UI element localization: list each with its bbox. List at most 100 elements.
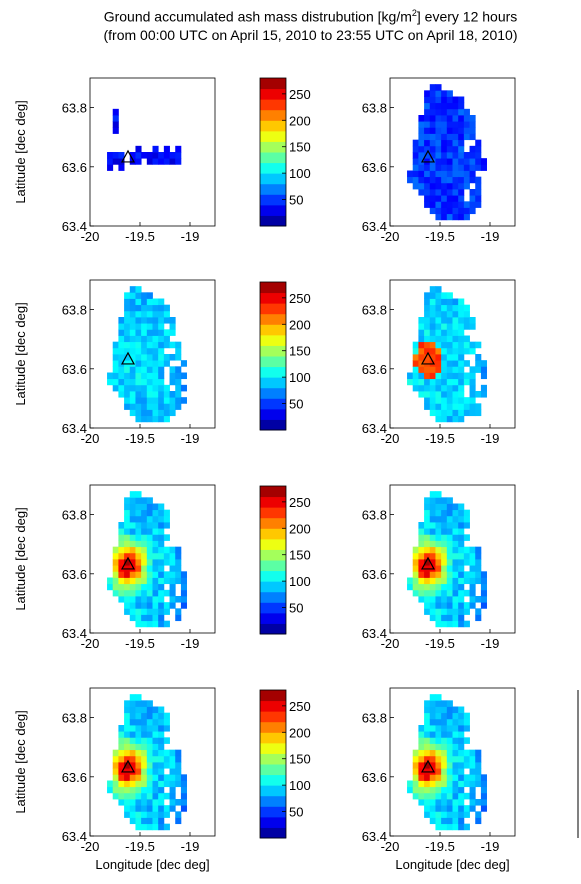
panel-3-cell (118, 323, 125, 330)
y-tick-label: 63.8 (362, 303, 387, 318)
colorbar-3-band (260, 549, 286, 561)
panel-6-cell (424, 540, 431, 548)
panel-6-cell (424, 571, 431, 578)
panel-4-cell (429, 347, 436, 355)
panel-8-cell (463, 811, 470, 818)
panel-7-cell (124, 755, 131, 763)
panel-2-cell (429, 176, 436, 184)
panel-5-cell (135, 596, 142, 603)
panel-4-cell (429, 286, 436, 293)
panel-6-cell (446, 503, 453, 511)
panel-4-cell (452, 323, 459, 330)
panel-8-cell (452, 712, 459, 720)
panel-2-cell (435, 176, 442, 184)
panel-6-cell (475, 546, 482, 554)
panel-3-cell (158, 378, 165, 386)
panel-6-cell (475, 571, 482, 578)
panel-3-cell (169, 317, 176, 324)
panel-5-cell (163, 534, 170, 541)
panel-2-cell (424, 115, 431, 122)
panel-3-cell (169, 391, 176, 398)
panel-4-cell (441, 323, 448, 330)
panel-6-cell (463, 522, 470, 529)
panel-6-cell (458, 559, 465, 566)
panel-2-cell (412, 176, 419, 184)
panel-2-cell (441, 145, 448, 153)
panel-3-cell (135, 360, 142, 367)
panel-2-cell (435, 189, 442, 196)
panel-6-cell (441, 528, 448, 535)
panel-5-cell (135, 515, 142, 523)
panel-2-cell (441, 176, 448, 184)
panel-2-cell (407, 176, 414, 184)
panel-4-cell (424, 335, 431, 343)
panel-3-cell (141, 384, 148, 392)
panel-8-cell (435, 731, 442, 738)
panel-2-cell (435, 170, 442, 178)
panel-5-cell (129, 528, 136, 535)
panel-1-cell (141, 152, 148, 159)
panel-3-cell (124, 403, 131, 410)
panel-2-cell (458, 213, 465, 221)
panel-8-cell (463, 725, 470, 732)
panel-3-cell (169, 329, 176, 336)
panel-7-cell (175, 755, 182, 763)
panel-4-cell (424, 372, 431, 380)
colorbar-tick-label: 200 (289, 317, 311, 332)
panel-4-cell (452, 378, 459, 386)
panel-2-cell (424, 152, 431, 159)
panel-2-cell (429, 102, 436, 110)
panel-6-cell (435, 540, 442, 548)
panel-3-cell (158, 323, 165, 330)
panel-5-cell (135, 528, 142, 535)
panel-4-cell (446, 329, 453, 336)
panel-6-cell (458, 602, 465, 609)
panel-5-cell (135, 577, 142, 585)
panel-3-cell (146, 397, 153, 404)
panel-7-cell (112, 780, 119, 788)
panel-8-cell (446, 737, 453, 744)
panel-3-cell (158, 372, 165, 380)
panel-3-cell (112, 384, 119, 392)
panel-4-cell (480, 372, 487, 380)
panel-8-cell (441, 786, 448, 794)
y-tick-label: 63.4 (62, 421, 87, 436)
panel-8-cell (424, 743, 431, 751)
panel-4-cell (435, 310, 442, 318)
panel-5-cell (135, 534, 142, 541)
y-tick-label: 63.4 (62, 829, 87, 844)
panel-2-cell (452, 133, 459, 141)
panel-7-cell (180, 799, 187, 806)
panel-5-cell (175, 614, 182, 622)
panel-2-cell (446, 152, 453, 159)
panel-2-cell (435, 90, 442, 97)
panel-5-cell (180, 596, 187, 603)
panel-4-cell (435, 384, 442, 392)
panel-6-cell (446, 559, 453, 566)
panel-3-cell (152, 335, 159, 343)
panel-3-cell (135, 323, 142, 330)
panel-2-cell (475, 164, 482, 171)
panel-4-cell (446, 366, 453, 373)
panel-7-cell (118, 799, 125, 806)
panel-3-cell (135, 372, 142, 380)
colorbar-tick-label: 250 (289, 699, 311, 714)
panel-6-cell (452, 608, 459, 615)
panel-8-cell (480, 786, 487, 794)
panel-5-cell (124, 577, 131, 585)
panel-6-cell (469, 565, 476, 572)
panel-3-cell (152, 323, 159, 330)
colorbar-tick-label: 100 (289, 778, 311, 793)
y-axis-label: Latitude [dec deg] (13, 100, 28, 203)
x-tick-label: -19.5 (125, 839, 155, 854)
panel-5-cell (124, 503, 131, 511)
panel-2-cell (463, 127, 470, 134)
panel-3-cell (158, 391, 165, 398)
panel-4-cell (429, 310, 436, 318)
panel-8-cell (480, 774, 487, 781)
panel-3-cell (158, 360, 165, 367)
panel-6-cell (407, 583, 414, 591)
panel-2-cell (435, 213, 442, 221)
panel-4-cell (458, 415, 465, 423)
panel-4-cell (463, 372, 470, 380)
